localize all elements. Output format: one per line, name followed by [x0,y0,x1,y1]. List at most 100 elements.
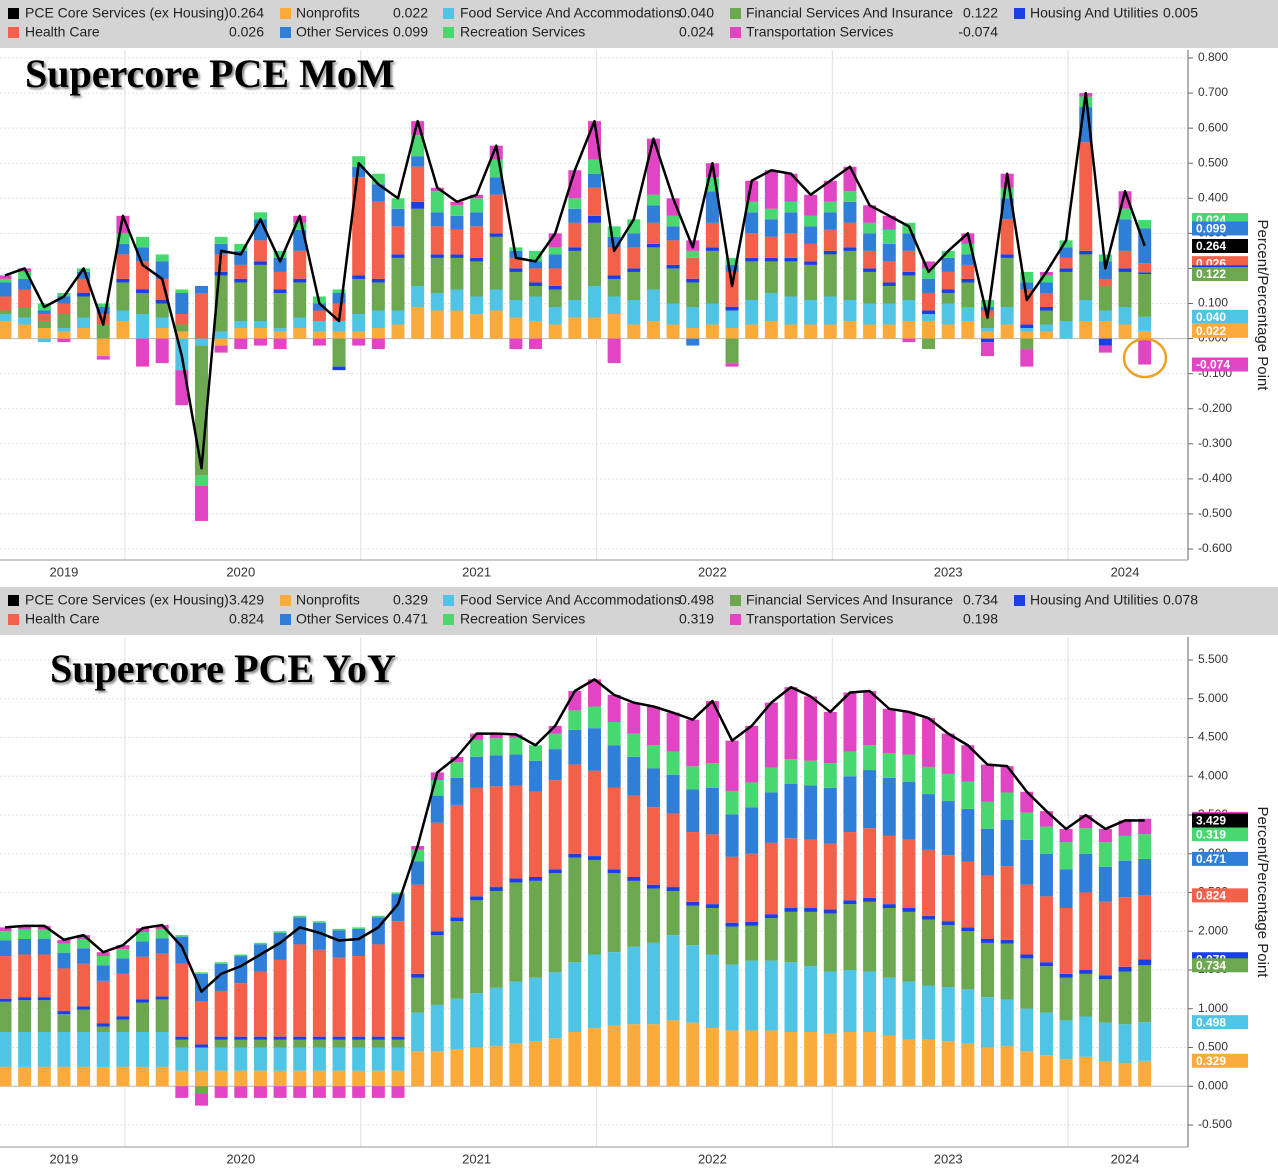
legend-value: 0.040 [679,5,714,21]
x-tick-label: 2023 [934,1151,963,1166]
bar-segment [470,261,484,297]
bar-segment [1079,250,1093,255]
bar-segment [784,962,798,1032]
bar-segment [371,282,385,311]
bar-segment [548,254,562,269]
bar-segment [352,314,366,332]
bar-segment [784,201,798,213]
bar-segment [961,861,975,928]
bar-segment [116,949,130,959]
bar-segment [764,257,778,262]
bar-segment [705,222,719,248]
bar-segment [430,254,444,258]
bar-segment [843,692,857,752]
bar-segment [1098,1022,1112,1062]
bar-segment [509,271,523,300]
bar-segment [0,927,12,932]
bar-segment [607,694,621,722]
legend-swatch [1014,595,1025,606]
bar-segment [470,1047,484,1087]
bar-segment [568,857,582,963]
bar-segment [391,324,405,339]
bar-segment [529,745,543,761]
bar-segment [273,292,287,329]
bar-segment [843,970,857,1032]
legend-value: 0.264 [229,5,264,21]
bar-segment [922,261,936,269]
y-tick-label: 5.500 [1198,652,1228,666]
bar-segment [863,901,877,972]
bar-segment [1138,858,1152,896]
bar-segment [823,212,837,230]
y-tick-label: 5.000 [1198,691,1228,705]
bar-segment [804,264,818,300]
bar-segment [804,785,818,840]
bar-segment [371,1086,385,1098]
bar-segment [1098,901,1112,976]
bar-segment [253,328,267,339]
bar-segment [470,257,484,262]
bar-segment [607,787,621,870]
bar-segment [234,282,248,322]
bar-segment [1000,999,1014,1046]
bar-segment [666,264,680,269]
bar-segment [804,243,818,262]
bar-segment [981,328,994,332]
bar-segment [234,321,248,329]
bar-segment [116,1019,130,1032]
bar-segment [77,935,91,939]
bar-segment [391,208,405,227]
bar-segment [450,804,464,918]
bar-segment [922,849,936,916]
bar-segment [607,314,621,339]
bar-segment [627,702,641,734]
value-tag [1192,1015,1248,1030]
legend-value: -0.074 [958,24,998,40]
bar-segment [0,940,12,957]
x-tick-label: 2019 [49,1151,78,1166]
bar-segment [607,745,621,788]
bar-segment [529,880,543,978]
bar-segment [725,814,739,857]
bar-segment [548,869,562,874]
y-tick-label: 1.000 [1198,1001,1228,1015]
bar-segment [214,1039,228,1048]
bar-segment [352,331,366,339]
bar-segment [332,338,346,367]
bar-segment [293,1047,307,1071]
bar-segment [981,942,994,998]
bar-segment [509,299,523,318]
bar-segment [961,307,975,322]
bar-segment [961,321,975,339]
bar-segment [136,289,150,293]
bar-segment [175,1039,189,1048]
bar-segment [529,1041,543,1087]
bar-segment [234,1070,248,1087]
bar-segment [529,791,543,877]
bar-segment [273,289,287,293]
bar-segment [1118,268,1132,272]
bar-segment [312,1086,326,1098]
bar-segment [1138,274,1152,317]
bar-segment [863,745,877,771]
value-tag [1192,827,1248,842]
bar-segment [804,324,818,339]
bar-segment [1079,853,1093,893]
x-tick-label: 2019 [49,564,78,579]
bar-segment [529,338,543,350]
bar-segment [391,310,405,325]
bar-segment [253,338,267,346]
legend-label: Transportation Services [746,611,893,627]
bar-segment [332,331,346,339]
bar-segment [863,233,877,251]
bar-segment [705,701,719,764]
bar-segment [116,958,130,974]
bar-segment [941,257,955,272]
bar-segment [470,296,484,315]
bar-segment [1079,299,1093,322]
bar-segment [529,282,543,286]
bar-segment [961,264,975,279]
bar-segment [548,289,562,308]
bar-segment [568,250,582,300]
bar-segment [214,1070,228,1087]
